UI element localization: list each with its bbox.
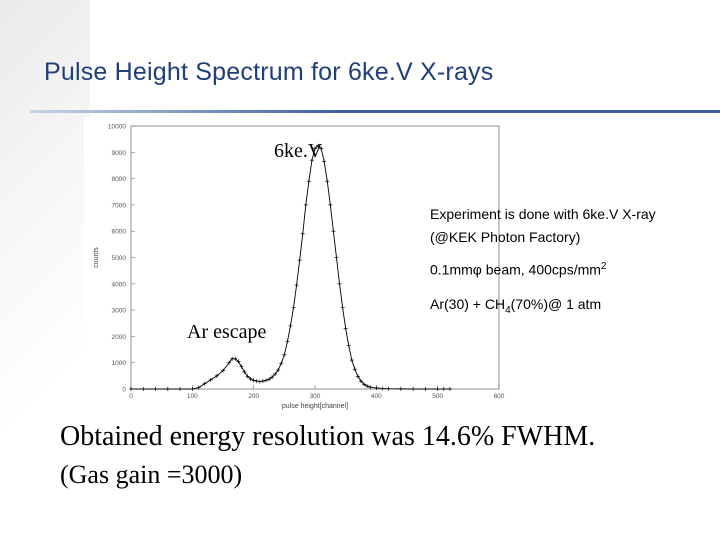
y-tick-label: 10000: [108, 124, 126, 131]
spectrum-curve: [131, 145, 450, 390]
beam-note-superscript: 2: [600, 261, 607, 272]
title-divider: [30, 110, 720, 113]
x-tick-label: 0: [129, 393, 133, 400]
gas-gain-statement: (Gas gain =3000): [60, 460, 243, 489]
gas-note-subscript: 4: [505, 304, 511, 316]
background-decoration: [0, 0, 90, 540]
beam-note: 0.1mmφ beam, 400cps/mm2: [430, 261, 606, 278]
x-tick-label: 100: [187, 393, 198, 400]
experiment-note: Experiment is done with 6ke.V X-ray: [430, 206, 656, 222]
slide-title: Pulse Height Spectrum for 6ke.V X-rays: [44, 58, 494, 86]
y-tick-label: 5000: [112, 255, 127, 262]
resolution-statement: Obtained energy resolution was 14.6% FWH…: [60, 421, 596, 452]
y-tick-label: 2000: [112, 334, 127, 341]
gas-note-text: Ar(30) + CH: [430, 296, 506, 312]
x-tick-label: 600: [494, 393, 505, 400]
y-tick-label: 3000: [112, 308, 127, 315]
peak-label: 6ke.V: [274, 140, 323, 162]
y-axis-label: counts: [93, 247, 100, 268]
y-tick-label: 0: [122, 387, 126, 394]
x-tick-label: 400: [371, 393, 382, 400]
x-tick-label: 300: [310, 393, 321, 400]
escape-peak-label: Ar escape: [187, 321, 267, 343]
x-tick-label: 200: [248, 393, 259, 400]
spectrum-chart: 0 1000 2000 3000 4000 5000 6000 7000 8000 9000 100…: [84, 117, 514, 415]
facility-note: (@KEK Photon Factory): [430, 229, 581, 245]
y-tick-label: 6000: [112, 229, 127, 236]
y-tick-label: 7000: [112, 202, 127, 209]
x-axis-label: pulse height[channel]: [282, 403, 348, 410]
spectrum-chart-svg: 0100020003000400050006000700080009000100…: [84, 117, 514, 415]
gas-note: Ar(30) + CH4(70%)@ 1 atm: [430, 296, 601, 316]
beam-note-text: 0.1mmφ beam, 400cps/mm: [430, 261, 601, 278]
x-tick-label: 500: [432, 393, 443, 400]
y-tick-label: 8000: [112, 176, 127, 183]
y-tick-label: 9000: [112, 150, 127, 157]
y-tick-label: 4000: [112, 281, 127, 288]
gas-note-text-end: (70%)@ 1 atm: [510, 296, 602, 312]
y-tick-label: 1000: [112, 360, 127, 367]
